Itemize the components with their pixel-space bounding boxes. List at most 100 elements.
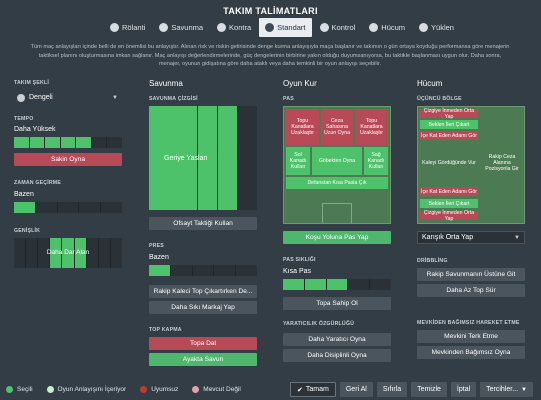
- crossing-value: Karışık Orta Yap: [422, 234, 474, 241]
- check-icon: ✔: [297, 386, 303, 394]
- passing-label: PAS: [283, 96, 294, 102]
- passing-pitch: Topu Kanatlara Uzaklaştır Ceza Sahasına …: [283, 106, 391, 224]
- arrows-icon: [217, 23, 227, 32]
- width-slider[interactable]: [14, 238, 122, 268]
- zone-wide-right[interactable]: Topu Kanatlara Uzaklaştır: [355, 109, 388, 145]
- hold-position-button[interactable]: Mevkini Terk Etme: [417, 330, 525, 343]
- tab-rolanti[interactable]: Rölanti: [104, 18, 151, 37]
- mentality-description: Tüm maç anlayışları içinde belli de en ö…: [30, 44, 510, 67]
- attack-title: Hücum: [417, 79, 443, 88]
- slider-segment: [149, 265, 170, 276]
- legend-label: Mevcut Değil: [203, 386, 241, 393]
- shape-dropdown[interactable]: Dengeli ▼: [14, 91, 122, 104]
- tab-label: Savunma: [171, 23, 204, 32]
- roam-from-positions-button[interactable]: Mevkinden Bağımsız Oyna: [417, 346, 525, 359]
- movement-label: MEVKİDEN BAĞIMSIZ HAREKET ETME: [417, 320, 520, 326]
- tight-marking-button[interactable]: Daha Sıkı Markaj Yap: [149, 301, 257, 314]
- zone-left-wing[interactable]: Sol Kanadı Kullan: [286, 147, 310, 175]
- chevron-down-icon: ▼: [521, 386, 527, 393]
- retain-possession-button[interactable]: Topa Sahip Ol: [283, 297, 391, 310]
- legend-item: Uyumsuz: [140, 386, 178, 393]
- dribbling-label: DRİBBLİNG: [417, 258, 448, 264]
- zone-right-wing[interactable]: Sağ Kanadı Kullan: [364, 147, 388, 175]
- tab-savunma[interactable]: Savunma: [153, 18, 209, 37]
- legend-item: Seçili: [6, 386, 33, 393]
- clear-button[interactable]: Temizle: [411, 382, 447, 397]
- offside-trap-button[interactable]: Ofsayt Taktiği Kullan: [149, 217, 257, 230]
- undo-button[interactable]: Geri Al: [339, 382, 373, 397]
- legend-label: Seçili: [17, 386, 33, 393]
- slider-segment: [192, 265, 214, 276]
- tab-label: Yüklen: [431, 23, 454, 32]
- zone-shoot-on-sight[interactable]: Kaleyi Gördüğünde Vur: [422, 160, 476, 166]
- width-value: Daha Dar Alan: [46, 249, 90, 256]
- slider-segment: [29, 137, 45, 148]
- tab-label: Standart: [277, 23, 306, 32]
- zone-wide-left[interactable]: Topu Kanatlara Uzaklaştır: [286, 109, 319, 145]
- tackle-harder-button[interactable]: Topa Dal: [149, 337, 257, 350]
- slider-segment: [14, 137, 29, 148]
- tab-kontra[interactable]: Kontra: [211, 18, 257, 37]
- tab-label: Kontrol: [331, 23, 356, 32]
- defensive-line-label: SAVUNMA ÇİZGİSİ: [149, 96, 198, 102]
- legend-dot-icon: [46, 386, 54, 393]
- ball-icon: [319, 23, 329, 32]
- passing-length-value: Kısa Pas: [283, 268, 312, 275]
- legend: Seçili Oyun Anlayışını İçeriyor Uyumsuz …: [6, 386, 241, 393]
- cancel-button[interactable]: İptal: [450, 382, 477, 397]
- zone-early-cross-left[interactable]: Çizgiye İnmeden Orta Yap: [420, 108, 478, 120]
- zone-overlap-right[interactable]: Beklen İleri Çıkart: [420, 199, 478, 208]
- tab-label: Kontra: [229, 23, 252, 32]
- defensive-line-slider[interactable]: [149, 106, 257, 210]
- slider-segment: [76, 137, 91, 148]
- zone-work-into-box[interactable]: Rakip Ceza Alanına Pozisyonla Gir: [485, 154, 519, 172]
- crossing-dropdown[interactable]: Karışık Orta Yap ▼: [417, 231, 525, 244]
- tempo-label: TEMPO: [14, 116, 34, 122]
- tab-yuklen[interactable]: Yüklen: [413, 18, 460, 37]
- reset-button[interactable]: Sıfırla: [376, 382, 408, 397]
- tab-hucum[interactable]: Hücum: [363, 18, 411, 37]
- attack-pitch: Çizgiye İnmeden Orta Yap Beklen İleri Çı…: [417, 106, 525, 224]
- press-slider[interactable]: [149, 265, 257, 276]
- mentality-tabs: Rölanti Savunma Kontra Standart Kontrol …: [104, 18, 460, 37]
- run-at-defence-button[interactable]: Rakip Savunmanın Üstüne Git: [417, 268, 525, 281]
- shape-icon: [17, 93, 25, 102]
- done-button[interactable]: ✔ Tamam: [290, 382, 336, 397]
- zone-center[interactable]: Göbekten Oyna: [312, 147, 362, 175]
- passing-length-slider[interactable]: [283, 279, 391, 290]
- sword-icon: [369, 23, 379, 32]
- stay-on-feet-button[interactable]: Ayakta Savun: [149, 353, 257, 366]
- penalty-box: [322, 203, 352, 223]
- tab-standart[interactable]: Standart: [259, 18, 312, 37]
- legend-dot-icon: [192, 386, 200, 393]
- press-label: PRES: [149, 243, 164, 249]
- time-wasting-slider[interactable]: [14, 202, 122, 213]
- legend-item: Mevcut Değil: [192, 386, 241, 393]
- tab-label: Rölanti: [122, 23, 146, 32]
- more-expressive-button[interactable]: Daha Yaratıcı Oyna: [283, 333, 391, 346]
- zone-underlap-left[interactable]: İçe Kat Eden Adamı Gör: [420, 131, 478, 140]
- goalkeeper-press-button[interactable]: Rakip Kaleci Top Çıkartırken De...: [149, 285, 257, 298]
- legend-dot-icon: [140, 386, 148, 393]
- shape-label: TAKIM ŞEKLİ: [14, 80, 49, 86]
- width-label: GENİŞLİK: [14, 228, 41, 234]
- more-disciplined-button[interactable]: Daha Disiplinli Oyna: [283, 349, 391, 362]
- dribble-less-button[interactable]: Daha Az Top Sür: [417, 284, 525, 297]
- shape-value: Dengeli: [29, 94, 53, 101]
- time-wasting-value: Bazen: [14, 191, 34, 198]
- press-value: Bazen: [149, 254, 169, 261]
- zone-underlap-right[interactable]: İçe Kat Eden Adamı Gör: [420, 187, 478, 196]
- zone-long-ball[interactable]: Ceza Sahasına Uzun Oyna: [321, 109, 353, 145]
- preferences-dropdown[interactable]: Tercihler... ▼: [480, 382, 533, 397]
- through-balls-button[interactable]: Koşu Yoluna Pas Yap: [283, 231, 391, 244]
- defensive-line-value: Geriye Yaslan: [164, 155, 208, 162]
- tempo-slider[interactable]: [14, 137, 123, 148]
- zone-short-buildup[interactable]: Defanstan Kısa Pasla Çık: [286, 177, 388, 189]
- zone-overlap-left[interactable]: Beklen İleri Çıkart: [420, 120, 478, 129]
- zone-early-cross-right[interactable]: Çizgiye İnmeden Orta Yap: [420, 210, 478, 222]
- footer-actions: ✔ Tamam Geri Al Sıfırla Temizle İptal Ter…: [290, 382, 533, 397]
- slider-segment: [60, 137, 76, 148]
- tab-label: Hücum: [381, 23, 406, 32]
- sakin-oyna-button[interactable]: Sakin Oyna: [14, 153, 122, 166]
- tab-kontrol[interactable]: Kontrol: [314, 18, 362, 37]
